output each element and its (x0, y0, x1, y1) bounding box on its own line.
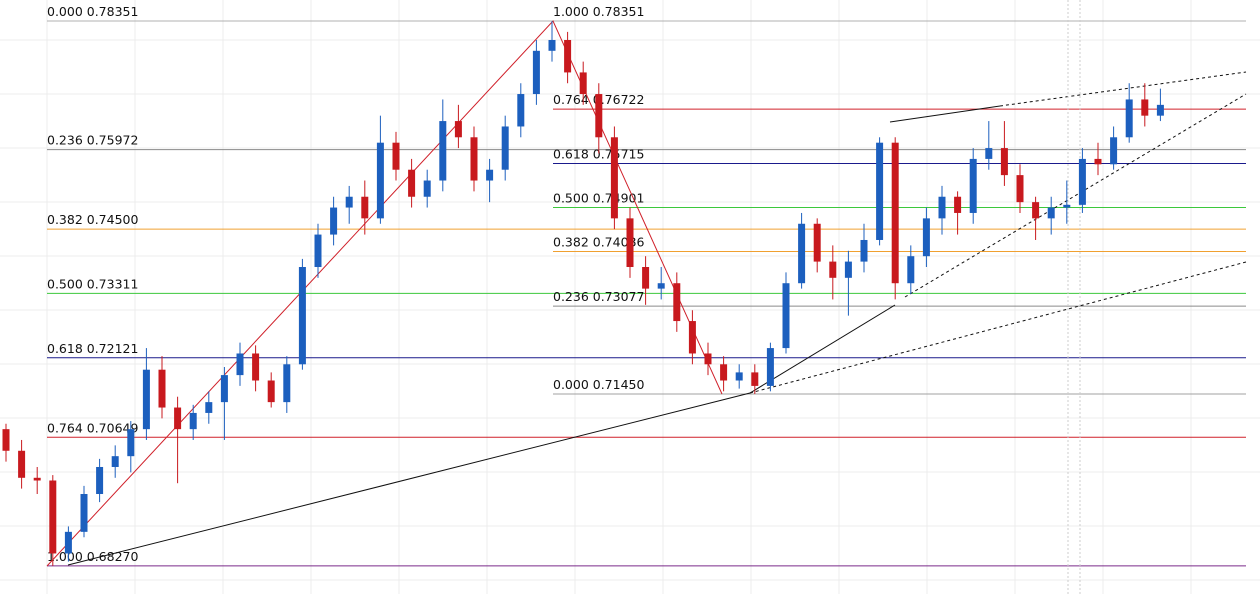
candle-body (111, 456, 119, 467)
candle-body (2, 429, 10, 451)
candle-body (439, 121, 447, 181)
fib-label: 1.000 0.78351 (553, 4, 644, 19)
candle-body (876, 142, 884, 240)
candle-body (189, 412, 197, 430)
fib-label: 0.618 0.72121 (47, 341, 138, 356)
candle-body (423, 180, 431, 197)
candle-body (1016, 175, 1024, 203)
fib-label: 0.382 0.74500 (47, 212, 138, 227)
candle-body (985, 148, 993, 159)
candle-body (735, 372, 743, 381)
candle-body (704, 353, 712, 365)
candle-body (595, 94, 603, 138)
candle-body (18, 450, 26, 478)
candle-body (642, 267, 650, 289)
candle-body (408, 169, 416, 197)
candle-body (454, 121, 462, 138)
fib-label: 0.500 0.73311 (47, 276, 138, 291)
candle-body (470, 137, 478, 181)
candle-body (657, 283, 665, 289)
candle-body (751, 372, 759, 386)
fib-label: 0.618 0.75715 (553, 146, 644, 161)
candle-body (813, 223, 821, 262)
candle-body (80, 494, 88, 532)
candle-body (938, 196, 946, 219)
fib-label: 0.500 0.74901 (553, 190, 644, 205)
candle-body (517, 94, 525, 127)
candle-body (1047, 207, 1055, 219)
candle-body (798, 223, 806, 284)
candle-body (142, 369, 150, 430)
candle-body (361, 196, 369, 219)
candle-body (501, 126, 509, 170)
candle-body (314, 234, 322, 268)
trend-line (889, 105, 1001, 123)
candle-body (33, 477, 41, 481)
fib-leg (46, 20, 723, 567)
candle-body (330, 207, 338, 235)
candle-body (688, 321, 696, 354)
candle-body (844, 261, 852, 278)
candle-body (220, 375, 228, 403)
candle-body (283, 364, 291, 403)
candle-body (252, 353, 260, 381)
candle-body (127, 429, 135, 457)
candle-body (1141, 99, 1149, 116)
candle-body (1000, 148, 1008, 176)
candle-body (1094, 158, 1102, 165)
candle-body (486, 169, 494, 181)
candle-body (345, 196, 353, 208)
candle-body (64, 531, 72, 554)
candle-body (158, 369, 166, 408)
candle-body (392, 142, 400, 170)
candle-body (376, 142, 384, 219)
fib-label: 0.000 0.78351 (47, 4, 138, 19)
candle-body (626, 218, 634, 268)
candle-body (1078, 158, 1086, 205)
candle-body (298, 267, 306, 365)
trend-projection (749, 261, 1247, 394)
fib-label: 0.764 0.70649 (47, 420, 138, 435)
candle-body (49, 480, 57, 554)
fib-label: 0.382 0.74086 (553, 235, 644, 250)
candle-body (782, 283, 790, 349)
drawings (46, 0, 1247, 594)
candle-body (610, 137, 618, 219)
candle-body (860, 239, 868, 262)
candle-body (174, 407, 182, 430)
candle-body (891, 142, 899, 284)
fib-label: 0.236 0.75972 (47, 133, 138, 148)
candle-body (1063, 204, 1071, 208)
candle-body (96, 466, 104, 495)
candle-body (969, 158, 977, 213)
candle-body (1156, 104, 1164, 116)
candle-body (907, 256, 915, 284)
fib-label: 0.236 0.73077 (553, 289, 644, 304)
candle-body (1032, 202, 1040, 219)
candles (2, 21, 1164, 566)
candle-body (954, 196, 962, 213)
fib-label: 0.000 0.71450 (553, 377, 644, 392)
candle-body (922, 218, 930, 257)
candle-body (532, 50, 540, 95)
candle-body (673, 283, 681, 322)
candle-body (1125, 99, 1133, 138)
trend-projection (999, 71, 1247, 107)
trend-projection (904, 93, 1247, 298)
candle-body (548, 39, 556, 51)
candle-body (579, 72, 587, 95)
candle-body (236, 353, 244, 376)
candle-body (564, 39, 572, 73)
candle-body (766, 348, 774, 386)
candle-body (829, 261, 837, 278)
candle-body (267, 380, 275, 403)
candle-body (1110, 137, 1118, 165)
candle-body (720, 364, 728, 381)
candle-body (205, 402, 213, 413)
